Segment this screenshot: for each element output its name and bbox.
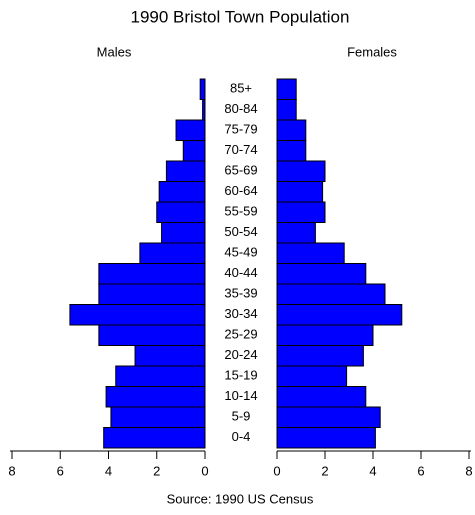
category-label: 85+ [230,81,252,96]
x-tick-label: 6 [57,463,64,478]
right-panel-title: Females [347,44,397,59]
category-label: 80-84 [224,101,257,116]
male-bar [105,386,206,408]
female-bar [276,181,324,203]
female-bar [276,160,326,182]
category-label: 35-39 [224,286,257,301]
category-label: 55-59 [224,204,257,219]
x-tick-label: 0 [273,463,280,478]
male-bar [103,427,206,449]
source-note: Source: 1990 US Census [167,491,314,506]
category-label: 10-14 [224,388,257,403]
male-bar [69,304,206,326]
category-label: 65-69 [224,163,257,178]
male-bar [199,78,206,100]
female-bar [276,283,386,305]
female-bar [276,406,381,428]
category-label: 5-9 [232,409,251,424]
x-tick-label: 4 [105,463,112,478]
category-label: 60-64 [224,183,257,198]
x-tick-label: 2 [153,463,160,478]
male-bar [202,99,206,121]
female-bar [276,365,348,387]
male-bar [165,160,206,182]
female-bar [276,119,307,141]
female-bar [276,263,367,285]
category-label: 25-29 [224,327,257,342]
female-bar [276,78,297,100]
male-bar [175,119,206,141]
female-bar [276,99,297,121]
left-panel-title: Males [97,44,132,59]
female-bar [276,140,307,162]
male-bar [161,222,206,244]
female-bar [276,222,316,244]
male-bar [139,242,206,264]
male-bar [110,406,206,428]
male-bar [182,140,206,162]
category-label: 30-34 [224,306,257,321]
female-bar [276,324,374,346]
male-bar [98,324,206,346]
female-bar [276,201,326,223]
category-label: 70-74 [224,142,257,157]
chart-title: 1990 Bristol Town Population [131,7,350,26]
male-bar [98,283,206,305]
x-tick-label: 0 [201,463,208,478]
female-bar [276,345,364,367]
category-label: 75-79 [224,122,257,137]
male-bar [158,181,206,203]
x-tick-label: 8 [8,463,15,478]
category-label: 20-24 [224,347,257,362]
x-tick-label: 6 [417,463,424,478]
category-label: 15-19 [224,368,257,383]
female-bar [276,242,345,264]
x-tick-label: 8 [465,463,472,478]
female-bar [276,386,367,408]
category-label: 45-49 [224,245,257,260]
x-tick-label: 4 [369,463,376,478]
male-bar [156,201,206,223]
male-bar [134,345,206,367]
category-label: 50-54 [224,224,257,239]
female-bar [276,304,403,326]
category-label: 0-4 [232,429,251,444]
male-bar [98,263,206,285]
category-label: 40-44 [224,265,257,280]
female-bar [276,427,376,449]
x-tick-label: 2 [321,463,328,478]
male-bar [115,365,206,387]
